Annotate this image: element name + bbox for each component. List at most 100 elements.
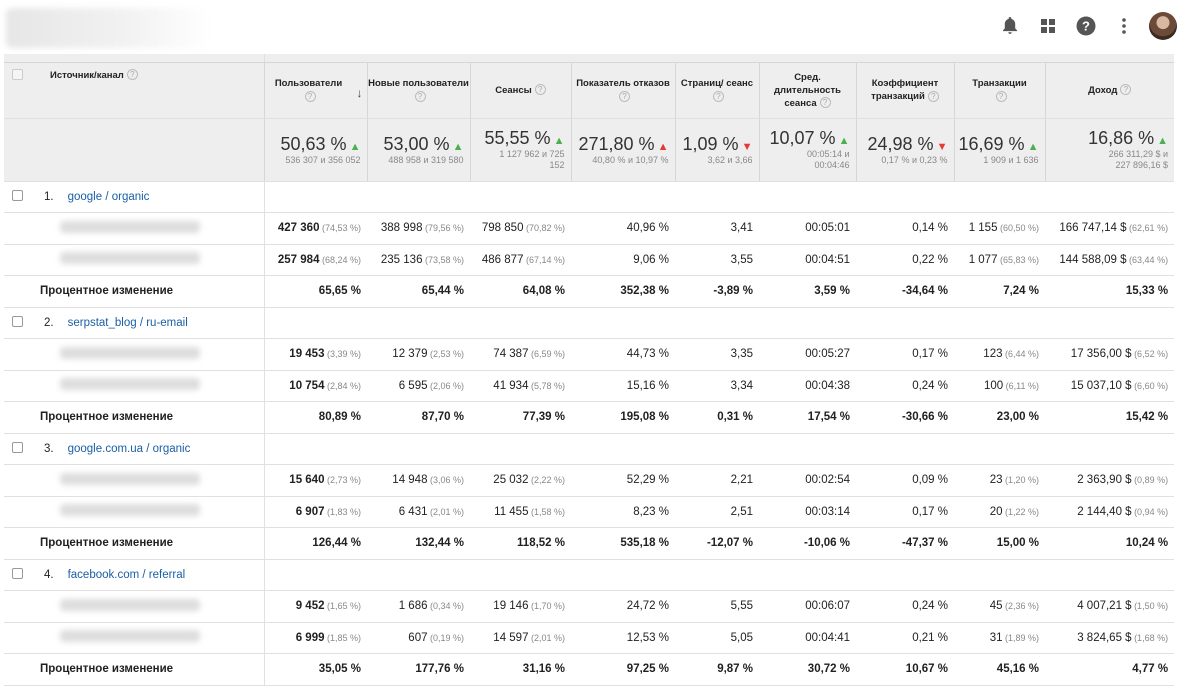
data-cell: 486 877 (67,14 %) [470,244,571,276]
source-link[interactable]: google / organic [67,190,150,203]
help-icon[interactable]: ? [304,90,316,102]
row-checkbox[interactable] [11,567,23,579]
row-number: 1. [44,190,54,203]
summary-value: 16,86 % ▲ [1046,128,1168,149]
data-cell: 12,53 % [571,622,675,654]
cell-value: 0,21 % [912,631,948,644]
source-header[interactable]: Источник/канал? [30,62,264,119]
col-header-avg-duration[interactable]: Сред. длительность сеанса? [758,62,856,119]
cell-share: (1,85 %) [324,632,361,643]
cell-value: 40,96 % [626,222,669,235]
source-link[interactable]: facebook.com / referral [67,568,186,581]
cell-value: 2 363,90 $ [1077,474,1132,487]
help-icon[interactable]: ? [819,97,831,109]
data-cell: 40,96 % [571,212,675,245]
help-icon[interactable]: ? [713,90,724,102]
help-icon[interactable]: ? [619,90,630,102]
group-row[interactable]: 2. serpstat_blog / ru-email [4,307,1175,339]
apps-grid-icon[interactable] [1029,11,1067,41]
col-header-bounce-rate[interactable]: Показатель отказов? [570,62,675,119]
help-icon[interactable]: ? [534,84,546,96]
col-label: Новые пользователи [368,78,469,89]
cell-value: 23 [989,474,1003,487]
data-cell: 6 907 (1,83 %) [263,496,367,528]
change-cell: 80,89 % [263,401,367,434]
summary-cell: 53,00 % ▲ 488 958 и 319 580 [366,118,470,182]
data-cell: 2,51 [675,496,759,528]
group-row[interactable]: 1. google / organic [4,181,1175,213]
help-icon[interactable]: ? [126,69,138,81]
help-icon[interactable]: ? [927,90,939,102]
data-cell: 3,34 [675,370,759,402]
group-row[interactable]: 4. facebook.com / referral [4,559,1175,591]
col-header-conversion[interactable]: Коэффициент транзакций? [855,62,954,119]
cell-value: 8,23 % [633,505,669,518]
report-table: Источник/канал? Пользователи? ↓ Новые пол… [4,54,1175,686]
avatar[interactable] [1149,12,1177,40]
data-cell: 17 356,00 $ (6,52 %) [1045,338,1175,371]
summary-percent: 16,86 % [1088,128,1155,148]
data-cell: 00:02:54 [759,464,856,497]
data-cell: 0,21 % [856,622,954,654]
row-spacer [4,527,30,560]
col-header-users[interactable]: Пользователи? ↓ [263,62,367,119]
summary-value: 53,00 % ▲ [368,134,463,155]
data-cell: 798 850 (70,82 %) [470,212,571,245]
cell-share: (2,36 %) [1002,601,1039,612]
date-range-blurred [30,244,264,276]
help-icon[interactable]: ? [414,90,426,102]
data-cell: 74 387 (6,59 %) [470,338,571,371]
data-cell: 15 037,10 $ (6,60 %) [1045,370,1175,402]
cell-value: 15 037,10 $ [1070,379,1132,392]
cell-share: (79,56 %) [422,223,464,234]
col-header-revenue[interactable]: Доход? [1044,62,1175,119]
date-blur [60,346,200,359]
col-header-new-users[interactable]: Новые пользователи? [366,62,470,119]
col-header-pages-session[interactable]: Страниц/ сеанс? [674,62,759,119]
group-row[interactable]: 3. google.com.ua / organic [4,433,1175,465]
select-all-checkbox[interactable] [11,68,23,80]
row-checkbox[interactable] [11,315,23,327]
data-cell: 5,05 [675,622,759,654]
col-header-sessions[interactable]: Сеансы? [469,62,571,119]
arrow-up-icon: ▲ [550,135,565,147]
arrow-down-icon: ▼ [738,140,753,153]
row-checkbox[interactable] [11,189,23,201]
col-header-transactions[interactable]: Транзакции? [953,62,1045,119]
cell-share: (60,50 %) [997,223,1039,234]
cell-value: 1 077 [968,253,998,266]
bell-icon[interactable] [991,11,1029,41]
cell-value: 15 640 [289,474,325,487]
summary-compare: 3,62 и 3,66 [707,154,753,165]
summary-percent: 1,09 % [682,133,739,154]
cell-value: 3,35 [730,348,753,361]
data-cell: 14 948 (3,06 %) [367,464,470,497]
data-cell: 5,55 [675,590,759,623]
data-cell: 24,72 % [571,590,675,623]
cell-share: (1,83 %) [324,506,361,517]
group-label-cell: 1. google / organic [30,181,264,213]
cell-value: 4 007,21 $ [1077,600,1132,613]
cell-value: 0,14 % [912,222,948,235]
table-row: 427 360 (74,53 %) 388 998 (79,56 %) 798 85… [4,212,1175,245]
help-icon[interactable]: ? [995,90,1007,102]
cell-value: 12 379 [392,348,428,361]
more-vert-icon[interactable] [1105,11,1143,41]
summary-percent: 55,55 % [484,128,551,148]
row-checkbox-cell [4,307,30,339]
cell-share: (1,22 %) [1002,506,1039,517]
source-link[interactable]: google.com.ua / organic [67,442,191,455]
table-row: 257 984 (68,24 %) 235 136 (73,58 %) 486 87… [4,244,1175,276]
data-cell: 2 144,40 $ (0,94 %) [1045,496,1175,528]
help-icon[interactable]: ? [1067,11,1105,41]
help-icon[interactable]: ? [1120,84,1132,96]
change-cell: 31,16 % [470,653,571,686]
cell-value: 00:05:27 [805,348,850,361]
row-checkbox[interactable] [11,441,23,453]
date-blur [60,598,200,611]
cell-value: 798 850 [481,222,524,235]
cell-share: (6,60 %) [1131,380,1169,391]
source-link[interactable]: serpstat_blog / ru-email [67,316,188,329]
data-cell: 00:04:51 [759,244,856,276]
data-cell: 6 999 (1,85 %) [263,622,367,654]
